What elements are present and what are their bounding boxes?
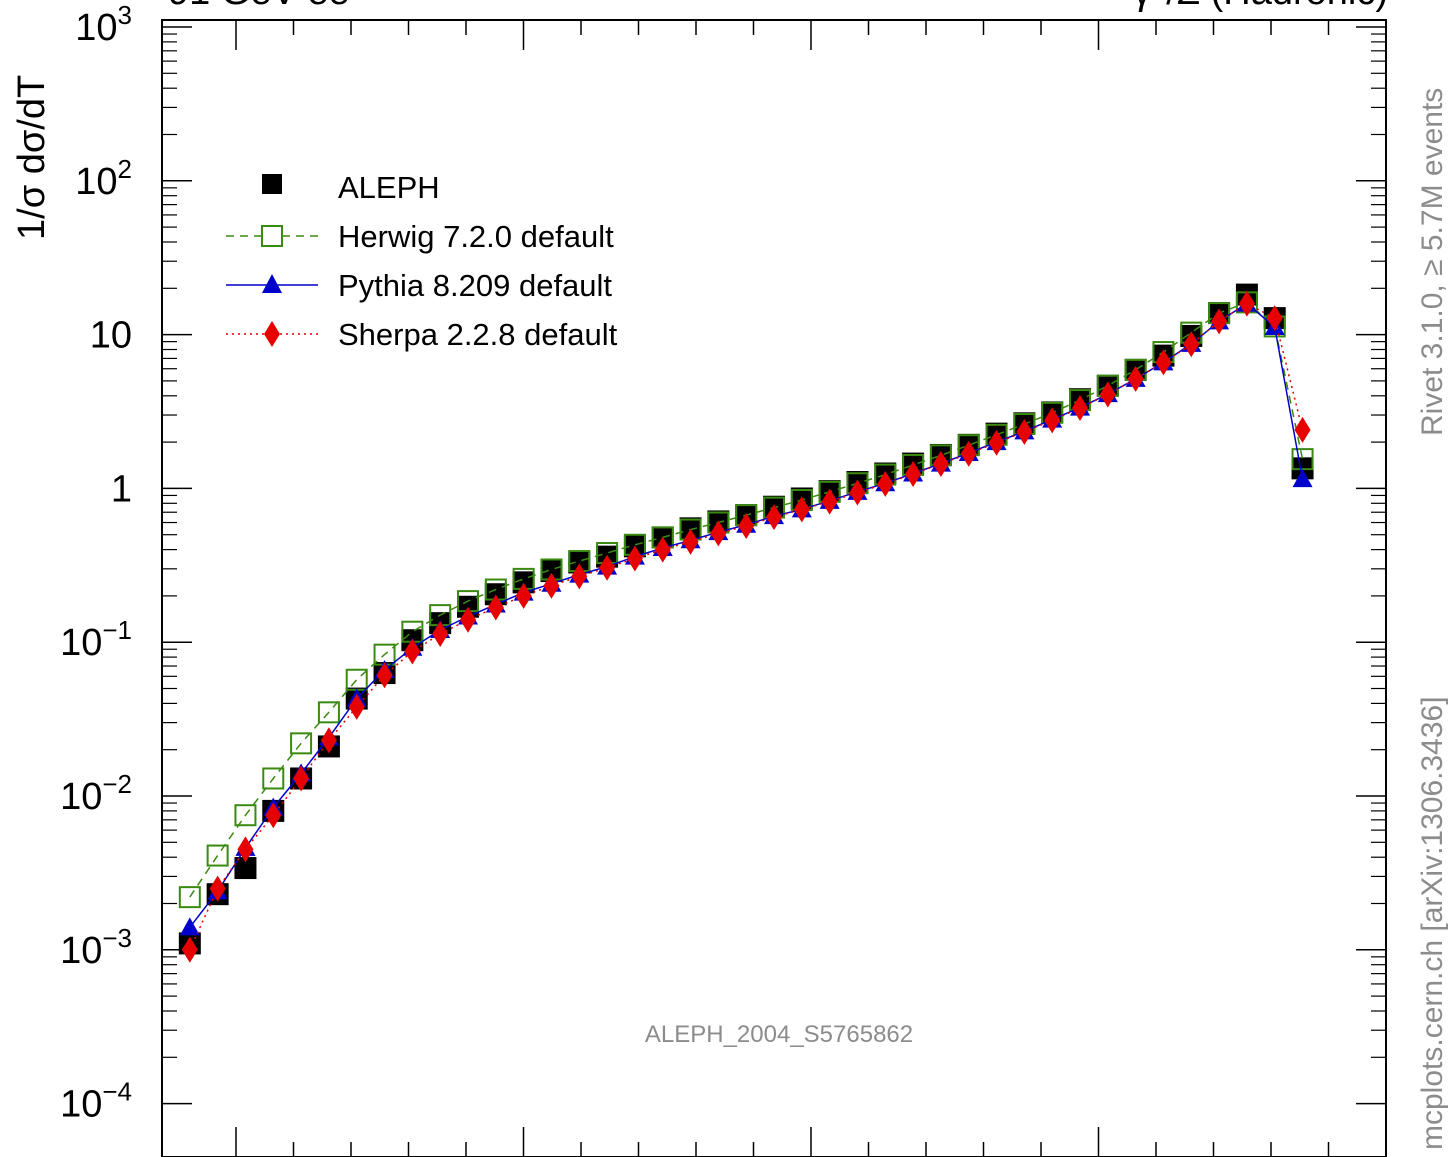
chart-title-right: γ*/Z (Hadronic) bbox=[1133, 0, 1389, 13]
y-axis-label: 1/σ dσ/dT bbox=[11, 75, 53, 240]
legend-marker-sherpa bbox=[264, 321, 280, 347]
rivet-version-label: Rivet 3.1.0, ≥ 5.7M events bbox=[1416, 88, 1449, 436]
y-tick-label: 103 bbox=[75, 0, 132, 49]
data-point bbox=[293, 765, 310, 792]
data-point bbox=[265, 802, 282, 829]
data-point bbox=[515, 582, 532, 609]
data-point bbox=[262, 767, 285, 790]
data-point bbox=[181, 936, 198, 963]
y-tick-label: 1 bbox=[111, 468, 132, 510]
plot-frame bbox=[161, 19, 1387, 1157]
data-point bbox=[849, 479, 866, 506]
legend-label-aleph: ALEPH bbox=[338, 170, 440, 205]
series-layer bbox=[178, 283, 1314, 963]
data-point bbox=[568, 551, 591, 574]
series-pythia bbox=[179, 293, 1313, 936]
legend-marker-pythia bbox=[262, 274, 282, 293]
mcplots-source-label: mcplots.cern.ch [arXiv:1306.3436] bbox=[1416, 696, 1449, 1150]
legend-label-sherpa: Sherpa 2.2.8 default bbox=[338, 317, 618, 352]
data-point bbox=[237, 836, 254, 863]
data-point bbox=[234, 804, 257, 827]
data-point bbox=[1183, 331, 1200, 358]
data-point bbox=[487, 594, 504, 621]
data-point bbox=[1072, 395, 1088, 422]
data-point bbox=[209, 875, 226, 902]
y-tick-label: 10 bbox=[90, 315, 132, 357]
data-point bbox=[460, 606, 476, 633]
y-tick-label: 102 bbox=[75, 154, 132, 203]
y-tick-label: 10−3 bbox=[60, 923, 132, 972]
data-point bbox=[206, 844, 229, 867]
legend-marker-herwig bbox=[261, 225, 283, 247]
data-point bbox=[599, 554, 616, 581]
data-point bbox=[766, 504, 782, 531]
data-point bbox=[178, 886, 201, 909]
data-point bbox=[1127, 365, 1144, 392]
data-point bbox=[1266, 305, 1283, 332]
data-point bbox=[404, 638, 421, 665]
data-point bbox=[1099, 381, 1116, 408]
data-point bbox=[1292, 469, 1313, 488]
series-line bbox=[189, 302, 1304, 951]
legend: ALEPH Herwig 7.2.0 default Pythia 8.209 … bbox=[226, 170, 618, 352]
data-point bbox=[821, 488, 838, 515]
data-point bbox=[710, 520, 727, 547]
axis-ticks bbox=[162, 20, 1387, 1157]
series-sherpa bbox=[181, 290, 1311, 963]
series-herwig bbox=[178, 291, 1314, 909]
data-point bbox=[1238, 290, 1255, 317]
data-point bbox=[320, 727, 337, 754]
legend-label-herwig: Herwig 7.2.0 default bbox=[338, 219, 614, 254]
data-point bbox=[1294, 416, 1311, 443]
data-point bbox=[432, 621, 449, 648]
data-point bbox=[905, 461, 922, 488]
y-tick-label: 10−4 bbox=[60, 1077, 132, 1126]
data-point bbox=[877, 470, 894, 497]
data-point bbox=[1211, 308, 1228, 335]
data-point bbox=[988, 429, 1005, 456]
data-point bbox=[290, 732, 313, 755]
y-tick-labels: 10−4 10−3 10−2 10−1 1 10 102 103 bbox=[60, 0, 132, 1126]
data-point bbox=[1044, 407, 1061, 434]
data-point bbox=[540, 560, 563, 583]
data-point bbox=[793, 496, 810, 523]
data-point bbox=[571, 563, 588, 590]
data-point bbox=[1155, 349, 1172, 376]
data-point bbox=[348, 693, 365, 720]
data-point bbox=[1016, 418, 1033, 445]
analysis-watermark: ALEPH_2004_S5765862 bbox=[645, 1021, 913, 1048]
data-point bbox=[317, 701, 340, 724]
series-line bbox=[189, 302, 1304, 928]
data-point bbox=[234, 857, 257, 880]
data-point bbox=[932, 451, 949, 478]
data-point bbox=[682, 528, 699, 555]
data-point bbox=[179, 917, 200, 936]
chart-title-left: 91 GeV ee bbox=[168, 0, 350, 13]
legend-marker-aleph bbox=[262, 174, 282, 194]
data-point bbox=[376, 662, 393, 689]
data-point bbox=[654, 536, 671, 563]
data-point bbox=[679, 517, 702, 540]
data-point bbox=[626, 545, 643, 572]
y-tick-label: 10−2 bbox=[60, 769, 132, 818]
data-point bbox=[738, 512, 755, 539]
y-tick-label: 10−1 bbox=[60, 615, 132, 664]
data-point bbox=[543, 572, 560, 599]
data-point bbox=[960, 440, 977, 467]
legend-label-pythia: Pythia 8.209 default bbox=[338, 268, 612, 303]
